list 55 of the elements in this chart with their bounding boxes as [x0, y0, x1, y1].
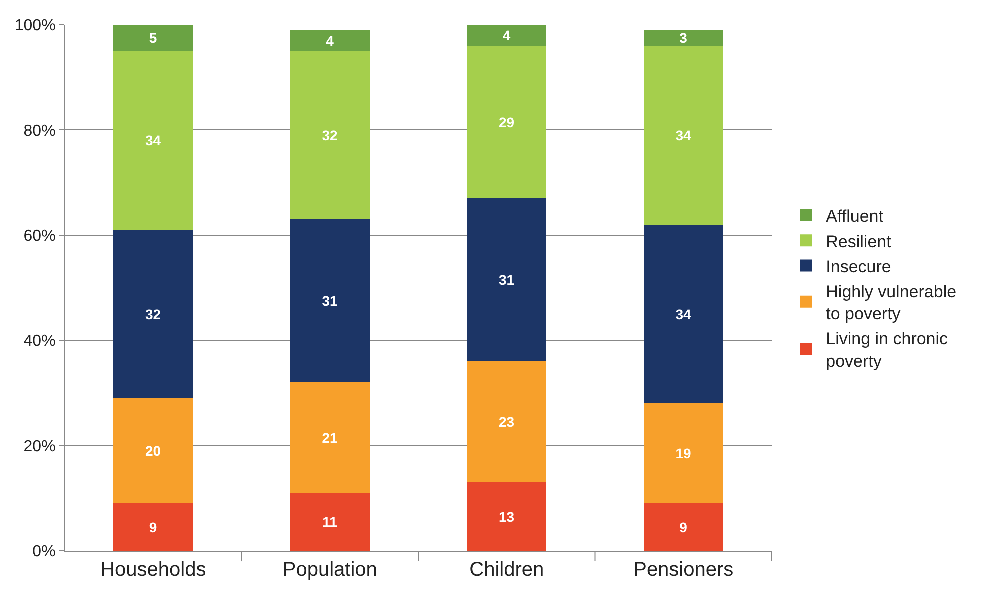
data-label: 9	[149, 519, 158, 536]
y-tick-label: 80%	[24, 122, 56, 140]
data-label: 31	[498, 272, 515, 288]
bar	[644, 30, 724, 46]
data-label: 5	[149, 30, 158, 46]
data-label: 19	[676, 446, 692, 462]
bar	[114, 230, 194, 398]
data-label: 9	[680, 519, 688, 536]
bar	[114, 51, 194, 230]
data-label: 31	[322, 293, 338, 310]
data-label: 34	[676, 306, 692, 322]
data-label: 11	[322, 514, 338, 530]
data-label: 4	[502, 28, 511, 44]
bar	[467, 46, 547, 199]
data-label: 4	[326, 32, 334, 49]
legend-label: Affluent	[826, 207, 884, 226]
bar	[114, 25, 194, 52]
bar	[644, 46, 724, 225]
data-label: 34	[676, 127, 692, 144]
bar	[290, 30, 370, 52]
x-tick-label: Households	[100, 559, 206, 581]
bar	[290, 51, 370, 220]
data-label: 29	[498, 114, 515, 130]
bar	[114, 504, 194, 551]
bar	[644, 224, 724, 404]
data-label: 34	[145, 132, 162, 149]
y-tick-label: 40%	[24, 333, 56, 350]
data-label: 23	[498, 414, 515, 430]
y-tick-label: 20%	[24, 438, 56, 456]
data-label: 3	[680, 30, 688, 46]
x-tick-label: Children	[470, 559, 544, 581]
bar	[290, 493, 370, 551]
legend-label: Resilient	[826, 232, 892, 252]
legend-label: Highly vulnerable to poverty	[826, 282, 957, 324]
legend-label: Living in chronic poverty	[826, 330, 949, 371]
bar	[290, 220, 370, 383]
x-tick-label: Population	[282, 559, 378, 581]
data-label: 32	[322, 127, 338, 144]
bar	[644, 404, 724, 504]
bar	[467, 25, 547, 46]
data-label: 32	[145, 306, 162, 322]
bar	[114, 398, 194, 504]
bar	[467, 362, 547, 483]
data-label: 20	[145, 443, 162, 460]
bar	[467, 198, 547, 362]
data-label: 13	[498, 508, 515, 525]
y-tick-label: 60%	[24, 228, 56, 245]
bar	[290, 382, 370, 494]
legend-label: Insecure	[826, 257, 892, 276]
data-label: 21	[322, 430, 338, 446]
x-tick-label: Pensioners	[634, 559, 734, 581]
bar	[644, 504, 724, 551]
y-tick-label: 0%	[32, 544, 56, 561]
bar	[467, 482, 547, 551]
y-tick-label: 100%	[14, 18, 56, 35]
